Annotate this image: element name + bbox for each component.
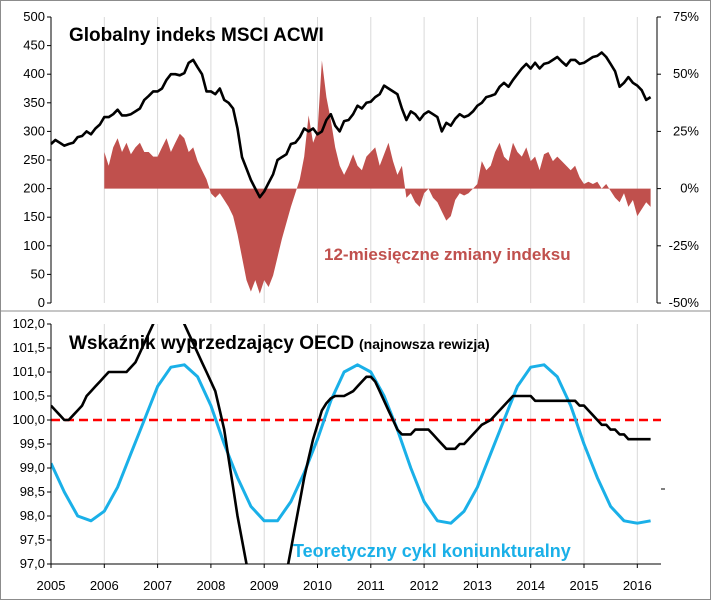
bottom-x-tick: 2009 [250, 578, 279, 593]
bottom-x-tick: 2013 [463, 578, 492, 593]
top-left-tick: 350 [23, 95, 45, 110]
bottom-left-tick: 98,0 [20, 508, 45, 523]
bottom-x-tick: 2010 [303, 578, 332, 593]
top-left-tick: 150 [23, 209, 45, 224]
index-line [50, 51, 652, 199]
top-left-tick: 250 [23, 152, 45, 167]
bottom-x-tick: 2015 [570, 578, 599, 593]
bottom-left-tick: 101,5 [12, 340, 45, 355]
bottom-left-tick: 100,0 [12, 412, 45, 427]
bottom-x-tick: 2011 [357, 578, 385, 593]
bottom-left-tick: 98,5 [20, 484, 45, 499]
top-left-tick: 0 [38, 295, 45, 310]
top-left-tick: 100 [23, 238, 45, 253]
top-left-tick: 450 [23, 38, 45, 53]
bottom-x-tick-labels: 2005 2006 2007 2008 2009 2010 2011 2012 2013 2014… [37, 564, 652, 593]
oecd-line-2 [286, 375, 651, 564]
change-area [104, 60, 651, 294]
bottom-chart-title: Wskaźnik wyprzedzający OECD [69, 333, 354, 354]
top-chart-title: Globalny indeks MSCI ACWI [69, 25, 324, 46]
bottom-left-tick: 100,5 [12, 388, 45, 403]
top-right-tick-labels: 75% 50% 25% 0% -25% -50% [657, 9, 699, 310]
top-right-tick: 25% [673, 123, 699, 138]
bottom-left-tick: 99,5 [20, 436, 45, 451]
bottom-x-tick: 2007 [143, 578, 172, 593]
bottom-x-tick: 2005 [37, 578, 66, 593]
bottom-left-tick: 97,0 [20, 556, 45, 571]
top-left-tick: 300 [23, 123, 45, 138]
top-right-tick: 0% [680, 181, 699, 196]
bottom-x-tick: 2008 [196, 578, 225, 593]
top-right-tick: -25% [669, 238, 700, 253]
top-right-tick: 75% [673, 9, 699, 24]
top-index-line [50, 51, 652, 199]
top-right-tick: 50% [673, 66, 699, 81]
top-left-tick: 200 [23, 181, 45, 196]
bottom-series-lines [51, 324, 651, 564]
bottom-left-tick: 101,0 [12, 364, 45, 379]
bottom-x-tick: 2012 [410, 578, 439, 593]
top-annotation: 12-miesięczne zmiany indeksu [324, 245, 571, 264]
bottom-gridlines [50, 324, 638, 564]
cycle-line [51, 363, 651, 525]
bottom-left-tick-labels: 102,0 101,5 101,0 100,5 100,0 99,5 99,0 98,5 98,… [12, 316, 51, 571]
bottom-x-tick: 2016 [623, 578, 652, 593]
bottom-x-tick: 2006 [90, 578, 119, 593]
bottom-x-tick: 2014 [516, 578, 545, 593]
oecd-line-1 [51, 324, 248, 564]
top-left-tick: 50 [31, 266, 45, 281]
bottom-left-tick: 99,0 [20, 460, 45, 475]
top-left-tick: 500 [23, 9, 45, 24]
top-left-tick: 400 [23, 66, 45, 81]
top-change-area [104, 60, 651, 294]
bottom-left-tick: 97,5 [20, 532, 45, 547]
bottom-chart-title-note: (najnowsza rewizja) [359, 336, 490, 352]
bottom-left-tick: 102,0 [12, 316, 45, 331]
top-right-tick: -50% [669, 295, 700, 310]
bottom-annotation: Teoretyczny cykl koniunkturalny [293, 541, 571, 561]
